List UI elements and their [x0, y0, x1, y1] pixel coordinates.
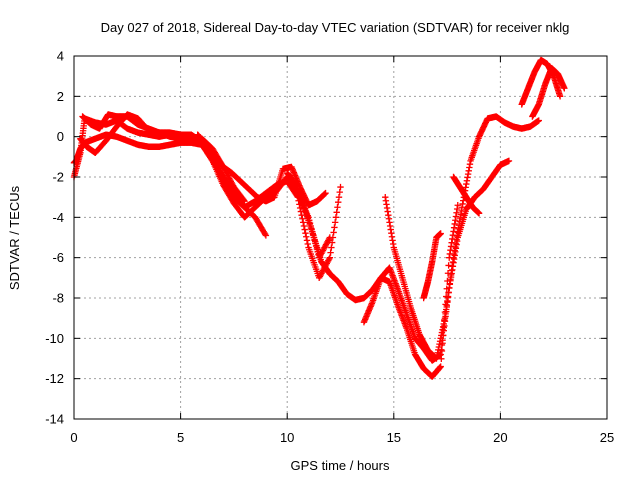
- y-tick-label-9: 4: [57, 49, 64, 64]
- trace-mark-track-b-18-13: [261, 230, 269, 238]
- trace-mark-track-a-26-9: [333, 209, 340, 216]
- y-tick-label-8: 2: [57, 89, 64, 104]
- plot-border: [73, 55, 608, 420]
- trace-mark-track-f-18-13: [445, 262, 452, 269]
- data-point-track-i-4: [437, 230, 444, 237]
- trace-mark-track-a-23-7: [299, 219, 307, 226]
- data-point-track-d-16: [241, 198, 248, 205]
- trace-mark-track-a-23-10: [302, 229, 309, 237]
- trace-mark-track-a-23-11: [303, 233, 310, 240]
- data-point-track-c-24: [326, 234, 334, 241]
- x-tick-label-2: 10: [280, 430, 294, 445]
- x-tick-label-4: 20: [493, 430, 507, 445]
- trace-mark-track-a-23-9: [301, 226, 308, 233]
- trace-mark-track-a-26-8: [332, 214, 340, 221]
- trace-mark-track-c-23-13: [325, 235, 333, 243]
- trace-mark-track-a-23-13: [304, 240, 311, 248]
- trace-mark-track-a-26-13: [336, 188, 343, 196]
- tick-layer: 0 5 10 15 20 25 -14 -12 -10 -8 -6 -4 -2 0 2 4: [45, 49, 614, 446]
- trace-mark-track-a-26-7: [331, 219, 339, 226]
- x-tick-label-3: 15: [387, 430, 401, 445]
- y-tick-label-4: -6: [52, 250, 64, 265]
- series-track-l: [529, 64, 568, 120]
- grid-layer: [74, 56, 607, 419]
- y-tick-label-3: -8: [52, 291, 64, 306]
- trace-mark-track-a-26-3: [328, 239, 336, 246]
- trace-mark-track-a-26-2: [328, 244, 335, 251]
- x-tick-label-5: 25: [600, 430, 614, 445]
- data-point-track-l-5: [561, 85, 568, 92]
- x-axis-label: GPS time / hours: [291, 458, 390, 473]
- series-track-g: [360, 157, 513, 364]
- trace-mark-track-a-23-12: [303, 237, 311, 244]
- data-point-track-j-4: [475, 210, 483, 217]
- data-point-track-e-15: [322, 189, 329, 197]
- chart-title: Day 027 of 2018, Sidereal Day-to-day VTE…: [101, 20, 570, 35]
- y-tick-label-5: -4: [52, 210, 64, 225]
- series-track-f: [284, 169, 461, 380]
- data-point-track-a-26: [326, 254, 334, 261]
- x-tick-label-0: 0: [70, 430, 77, 445]
- trace-mark-track-a-26-1: [327, 249, 334, 256]
- x-tick-label-1: 5: [177, 430, 184, 445]
- trace-mark-track-a-26-5: [330, 229, 337, 236]
- trace-mark-track-a-26-10: [334, 204, 341, 211]
- trace-mark-track-a-26-12: [335, 193, 343, 201]
- y-tick-label-0: -14: [45, 412, 64, 427]
- data-point-track-f-18: [437, 363, 444, 370]
- data-layer: [70, 56, 568, 380]
- trace-mark-track-d-15-13: [240, 196, 247, 204]
- y-tick-label-2: -10: [45, 331, 64, 346]
- y-tick-label-1: -12: [45, 371, 64, 386]
- trace-mark-track-a-25-13: [325, 255, 333, 263]
- data-point-track-b-19: [262, 232, 270, 239]
- trace-mark-track-a-23-6: [299, 215, 306, 222]
- data-point-track-h-18: [535, 117, 542, 124]
- data-point-track-f-20: [454, 202, 461, 209]
- series-track-i: [420, 230, 444, 302]
- series-track-e: [194, 131, 329, 209]
- data-point-track-k-6: [556, 93, 564, 100]
- y-tick-label-7: 0: [57, 129, 64, 144]
- data-point-track-a-27: [337, 183, 344, 191]
- trace-mark-track-a-23-8: [300, 222, 308, 230]
- series-track-j: [450, 173, 483, 217]
- y-tick-label-6: -2: [52, 170, 64, 185]
- trace-mark-track-a-26-11: [335, 199, 342, 206]
- data-point-track-g-17: [505, 157, 513, 165]
- y-axis-label: SDTVAR / TECUs: [7, 185, 22, 290]
- trace-mark-track-a-26-6: [331, 224, 338, 231]
